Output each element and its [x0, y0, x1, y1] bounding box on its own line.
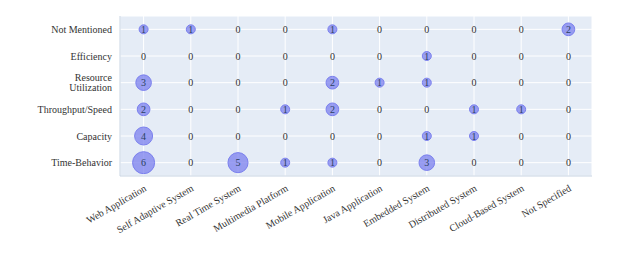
svg-text:3: 3: [424, 157, 429, 168]
svg-text:Java Application: Java Application: [320, 182, 385, 226]
svg-text:1: 1: [424, 77, 429, 88]
svg-text:0: 0: [283, 77, 288, 88]
svg-text:Real Time System: Real Time System: [173, 182, 243, 229]
svg-text:0: 0: [566, 157, 571, 168]
svg-text:0: 0: [519, 131, 524, 142]
svg-text:1: 1: [283, 104, 288, 115]
svg-text:1: 1: [519, 104, 524, 115]
svg-text:5: 5: [236, 157, 241, 168]
svg-text:1: 1: [283, 157, 288, 168]
svg-text:4: 4: [141, 131, 146, 142]
svg-text:Efficiency: Efficiency: [71, 51, 112, 62]
svg-text:1: 1: [330, 157, 335, 168]
svg-text:0: 0: [330, 131, 335, 142]
svg-text:Throughput/Speed: Throughput/Speed: [38, 104, 112, 115]
svg-text:0: 0: [283, 24, 288, 35]
svg-text:1: 1: [424, 51, 429, 62]
svg-text:0: 0: [472, 51, 477, 62]
svg-text:0: 0: [519, 77, 524, 88]
svg-text:0: 0: [188, 131, 193, 142]
svg-text:0: 0: [424, 104, 429, 115]
svg-text:0: 0: [566, 51, 571, 62]
svg-text:1: 1: [377, 77, 382, 88]
svg-text:0: 0: [566, 77, 571, 88]
svg-text:Self Adaptive System: Self Adaptive System: [115, 182, 196, 235]
svg-text:0: 0: [188, 51, 193, 62]
svg-text:1: 1: [424, 131, 429, 142]
svg-text:0: 0: [236, 104, 241, 115]
svg-text:0: 0: [188, 157, 193, 168]
svg-text:0: 0: [283, 131, 288, 142]
svg-text:Mobile Application: Mobile Application: [263, 182, 337, 231]
svg-text:0: 0: [566, 131, 571, 142]
svg-text:1: 1: [472, 131, 477, 142]
svg-text:Distributed System: Distributed System: [406, 182, 479, 231]
svg-text:6: 6: [141, 157, 146, 168]
svg-text:0: 0: [188, 77, 193, 88]
svg-text:0: 0: [377, 104, 382, 115]
svg-text:0: 0: [377, 24, 382, 35]
svg-text:0: 0: [141, 51, 146, 62]
svg-text:2: 2: [141, 104, 146, 115]
svg-text:1: 1: [141, 24, 146, 35]
svg-text:0: 0: [519, 51, 524, 62]
svg-text:3: 3: [141, 77, 146, 88]
svg-text:Cloud-Based System: Cloud-Based System: [447, 182, 526, 234]
svg-text:0: 0: [188, 104, 193, 115]
svg-text:1: 1: [472, 104, 477, 115]
svg-text:1: 1: [188, 24, 193, 35]
svg-text:0: 0: [424, 24, 429, 35]
svg-text:0: 0: [519, 157, 524, 168]
svg-text:0: 0: [236, 24, 241, 35]
svg-text:Multimedia Platform: Multimedia Platform: [211, 182, 290, 234]
svg-text:Not Specified: Not Specified: [520, 182, 573, 219]
svg-text:0: 0: [472, 157, 477, 168]
svg-text:0: 0: [519, 24, 524, 35]
svg-text:2: 2: [566, 24, 571, 35]
svg-text:Time-Behavior: Time-Behavior: [51, 157, 112, 168]
svg-text:Capacity: Capacity: [76, 131, 112, 142]
svg-text:0: 0: [472, 77, 477, 88]
svg-text:0: 0: [236, 51, 241, 62]
svg-text:0: 0: [377, 157, 382, 168]
svg-text:0: 0: [377, 51, 382, 62]
svg-text:Web Application: Web Application: [84, 182, 149, 226]
svg-text:0: 0: [236, 77, 241, 88]
svg-text:0: 0: [377, 131, 382, 142]
svg-text:0: 0: [330, 51, 335, 62]
svg-text:ResourceUtilization: ResourceUtilization: [69, 72, 112, 93]
svg-text:0: 0: [472, 24, 477, 35]
svg-text:2: 2: [330, 104, 335, 115]
svg-text:0: 0: [236, 131, 241, 142]
svg-text:0: 0: [566, 104, 571, 115]
svg-text:Not Mentioned: Not Mentioned: [51, 24, 112, 35]
svg-text:2: 2: [330, 77, 335, 88]
svg-text:0: 0: [283, 51, 288, 62]
svg-text:Embedded System: Embedded System: [361, 182, 432, 230]
svg-text:1: 1: [330, 24, 335, 35]
